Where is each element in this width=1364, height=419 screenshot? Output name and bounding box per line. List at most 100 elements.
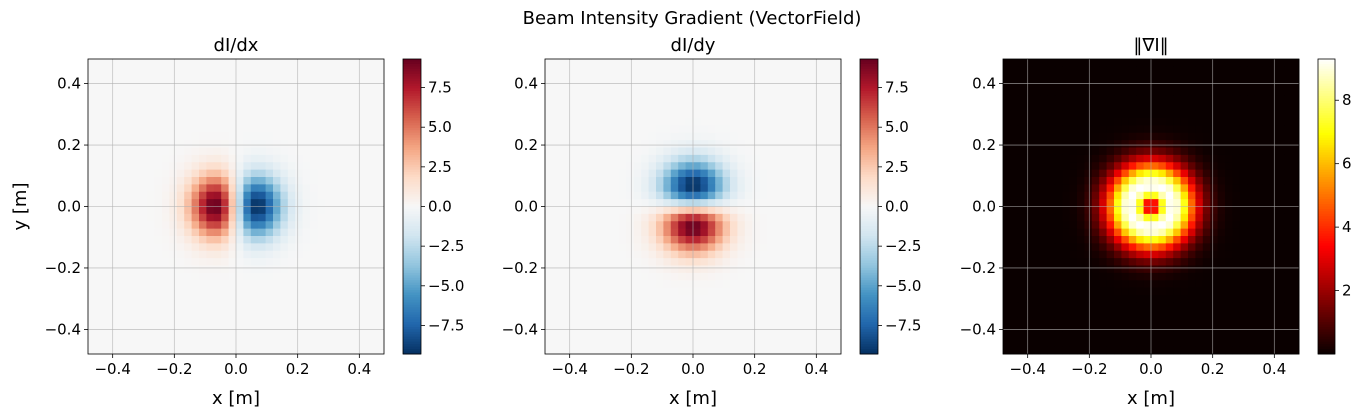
heatmap-cell xyxy=(767,206,775,215)
heatmap-cell xyxy=(730,184,738,193)
heatmap-cell xyxy=(789,206,797,215)
heatmap-cell xyxy=(117,258,126,266)
heatmap-cell xyxy=(369,309,377,318)
heatmap-cell xyxy=(273,206,281,215)
heatmap-cell xyxy=(774,169,783,178)
heatmap-cell xyxy=(1210,317,1218,325)
heatmap-cell xyxy=(589,309,598,318)
heatmap-cell xyxy=(626,118,635,126)
heatmap-cell xyxy=(339,191,348,200)
heatmap-cell xyxy=(559,339,568,348)
heatmap-cell xyxy=(693,110,701,119)
heatmap-cell xyxy=(125,250,133,259)
heatmap-cell xyxy=(132,295,141,303)
heatmap-cell xyxy=(1173,118,1181,126)
heatmap-cell xyxy=(1136,250,1144,259)
heatmap-cell xyxy=(1151,317,1159,325)
heatmap-cell xyxy=(221,250,229,259)
heatmap-cell xyxy=(169,118,178,126)
heatmap-cell xyxy=(95,118,104,126)
heatmap-cell xyxy=(633,103,642,112)
heatmap-cell xyxy=(656,184,664,193)
heatmap-cell xyxy=(559,95,568,104)
colorbar-segment xyxy=(860,331,878,335)
heatmap-cell xyxy=(332,258,340,266)
heatmap-cell xyxy=(1180,132,1189,141)
heatmap-cell xyxy=(604,73,612,82)
heatmap-cell xyxy=(1091,287,1100,296)
heatmap-cell xyxy=(213,346,222,355)
heatmap-cell xyxy=(1291,302,1300,311)
heatmap-cell xyxy=(302,221,311,230)
heatmap-cell xyxy=(730,118,738,126)
heatmap-cell xyxy=(302,272,311,281)
heatmap-cell xyxy=(132,221,141,230)
heatmap-cell xyxy=(1114,221,1122,230)
heatmap-cell xyxy=(317,147,326,156)
heatmap-cell xyxy=(1106,162,1115,171)
heatmap-cell xyxy=(132,177,141,185)
heatmap-cell xyxy=(582,331,590,340)
heatmap-cell xyxy=(139,169,148,178)
heatmap-cell xyxy=(317,258,326,266)
heatmap-cell xyxy=(1276,236,1285,244)
heatmap-cell xyxy=(110,169,118,178)
heatmap-cell xyxy=(1054,243,1063,252)
heatmap-cell xyxy=(744,302,753,311)
heatmap-cell xyxy=(559,346,568,355)
heatmap-cell xyxy=(1291,81,1300,89)
heatmap-cell xyxy=(273,73,281,82)
heatmap-cell xyxy=(361,132,370,141)
heatmap-cell xyxy=(184,59,192,67)
heatmap-cell xyxy=(1128,324,1137,333)
heatmap-cell xyxy=(767,140,775,148)
heatmap-cell xyxy=(1047,265,1056,274)
heatmap-cell xyxy=(1276,103,1285,112)
heatmap-cell xyxy=(656,169,664,178)
heatmap-cell xyxy=(1143,132,1152,141)
heatmap-cell xyxy=(1121,177,1130,185)
heatmap-cell xyxy=(1151,309,1159,318)
heatmap-cell xyxy=(1225,59,1233,67)
heatmap-cell xyxy=(1062,162,1070,171)
heatmap-cell xyxy=(162,213,170,222)
heatmap-cell xyxy=(648,280,657,289)
heatmap-cell xyxy=(744,177,753,185)
heatmap-cell xyxy=(1254,125,1263,134)
heatmap-cell xyxy=(1054,95,1063,104)
heatmap-cell xyxy=(1128,110,1137,119)
heatmap-cell xyxy=(693,59,701,67)
heatmap-cell xyxy=(1217,243,1226,252)
heatmap-cell xyxy=(1165,88,1174,97)
heatmap-cell xyxy=(273,221,281,230)
heatmap-cell xyxy=(369,199,377,207)
heatmap-cell xyxy=(1188,272,1196,281)
heatmap-cell xyxy=(1040,302,1048,311)
heatmap-cell xyxy=(811,147,820,156)
heatmap-cell xyxy=(1017,302,1026,311)
heatmap-cell xyxy=(818,73,827,82)
heatmap-cell xyxy=(663,346,672,355)
heatmap-cell xyxy=(361,118,370,126)
heatmap-cell xyxy=(582,236,590,244)
heatmap-cell xyxy=(302,140,311,148)
heatmap-cell xyxy=(1210,199,1218,207)
heatmap-cell xyxy=(1202,73,1211,82)
heatmap-cell xyxy=(715,309,723,318)
heatmap-cell xyxy=(162,140,170,148)
heatmap-cell xyxy=(1128,169,1137,178)
heatmap-cell xyxy=(796,258,805,266)
heatmap-cell xyxy=(656,213,664,222)
heatmap-cell xyxy=(633,324,642,333)
heatmap-cell xyxy=(670,317,679,325)
heatmap-cell xyxy=(774,88,783,97)
heatmap-cell xyxy=(332,140,340,148)
heatmap-cell xyxy=(250,206,259,215)
heatmap-cell xyxy=(339,324,348,333)
heatmap-cell xyxy=(611,191,620,200)
heatmap-cell xyxy=(280,236,289,244)
heatmap-cell xyxy=(626,309,635,318)
heatmap-cell xyxy=(641,243,649,252)
heatmap-cell xyxy=(1128,95,1137,104)
heatmap-cell xyxy=(582,243,590,252)
